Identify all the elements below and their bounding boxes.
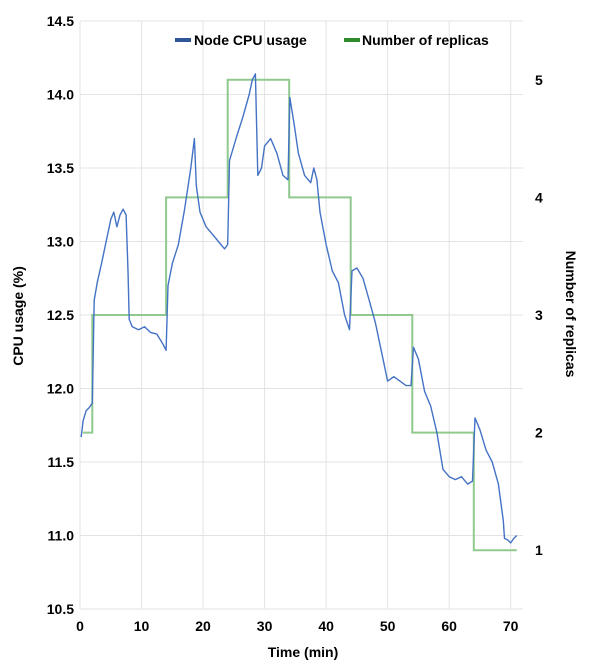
y2-tick-label: 1 bbox=[535, 542, 543, 558]
cpu-series bbox=[80, 73, 518, 544]
y-tick-label: 12.0 bbox=[47, 381, 74, 397]
ticks: 0 10 20 30 40 50 60 70 10.5 11.0 11.5 12.0 12.5 13.0 1… bbox=[47, 13, 543, 634]
legend-label-replicas: Number of replicas bbox=[362, 32, 489, 48]
x-axis-title: Time (min) bbox=[268, 644, 339, 660]
y2-tick-label: 3 bbox=[535, 307, 543, 323]
x-tick-label: 0 bbox=[76, 618, 84, 634]
y-axis-title: CPU usage (%) bbox=[10, 266, 26, 366]
y-tick-label: 14.5 bbox=[47, 13, 74, 29]
y2-tick-label: 5 bbox=[535, 72, 543, 88]
x-tick-label: 40 bbox=[318, 618, 334, 634]
y2-tick-label: 4 bbox=[535, 189, 543, 205]
legend: Node CPU usage Number of replicas bbox=[175, 32, 489, 48]
x-tick-label: 30 bbox=[257, 618, 273, 634]
x-tick-label: 50 bbox=[380, 618, 396, 634]
y2-tick-label: 2 bbox=[535, 425, 543, 441]
y-tick-label: 12.5 bbox=[47, 307, 74, 323]
x-tick-label: 60 bbox=[441, 618, 457, 634]
x-tick-label: 20 bbox=[195, 618, 211, 634]
y2-axis-title: Number of replicas bbox=[563, 251, 579, 378]
y-tick-label: 11.0 bbox=[48, 528, 75, 544]
y-tick-label: 13.0 bbox=[47, 234, 74, 250]
y-tick-label: 10.5 bbox=[47, 601, 74, 617]
y-tick-label: 13.5 bbox=[47, 160, 74, 176]
x-tick-label: 70 bbox=[503, 618, 519, 634]
x-tick-label: 10 bbox=[134, 618, 150, 634]
y-tick-label: 14.0 bbox=[47, 87, 74, 103]
y-tick-label: 11.5 bbox=[48, 454, 75, 470]
cpu-usage-line bbox=[80, 73, 518, 544]
legend-label-cpu: Node CPU usage bbox=[194, 32, 307, 48]
